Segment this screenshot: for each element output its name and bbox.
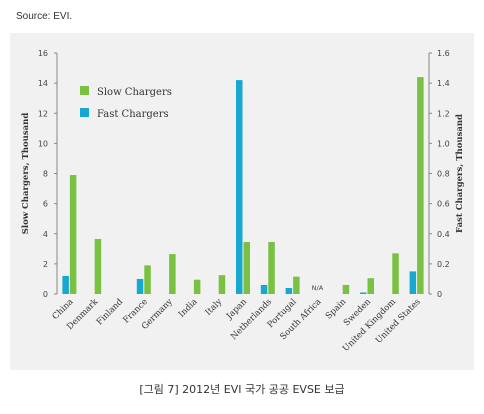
right-tick-label: 1.4 bbox=[437, 79, 450, 88]
right-tick-label: 0.8 bbox=[437, 170, 450, 179]
left-tick-label: 14 bbox=[38, 79, 48, 88]
fast-bar-china bbox=[62, 275, 69, 294]
slow-bar-italy bbox=[218, 275, 226, 294]
chart-panel: 0 2 4 6 8 10 12 14 16 0 0.2 0.4 0.6 0.8 1.0 1.2 1.4 1.6 Sl… bbox=[10, 33, 474, 370]
left-tick-label: 0 bbox=[43, 290, 48, 299]
right-tick-label: 1.0 bbox=[437, 139, 450, 148]
source-note: Source: EVI. bbox=[16, 11, 73, 22]
category-label: United States bbox=[374, 297, 423, 346]
right-axis-title: Fast Chargers, Thousand bbox=[455, 114, 465, 233]
category-label: Italy bbox=[204, 297, 225, 318]
fast-bar-france bbox=[136, 278, 144, 294]
left-tick-label: 12 bbox=[38, 109, 48, 118]
fast-bar-united-states bbox=[409, 271, 417, 294]
slow-bar-sweden bbox=[367, 278, 374, 294]
na-annotation: N/A bbox=[312, 284, 324, 292]
slow-bar-india bbox=[193, 279, 201, 294]
figure-caption: [그림 7] 2012년 EVI 국가 공공 EVSE 보급 bbox=[139, 383, 345, 396]
right-tick-label: 0 bbox=[437, 290, 442, 299]
category-label: India bbox=[177, 297, 200, 320]
right-tick-label: 1.2 bbox=[437, 109, 450, 118]
legend-swatch-fast bbox=[80, 108, 89, 117]
category-label: Finland bbox=[95, 297, 126, 328]
left-tick-label: 10 bbox=[38, 139, 48, 148]
right-tick-label: 0.4 bbox=[437, 230, 450, 239]
fast-bar-netherlands bbox=[260, 284, 268, 294]
left-tick-label: 16 bbox=[38, 49, 48, 58]
slow-bar-united-states bbox=[417, 77, 424, 294]
legend-label-slow: Slow Chargers bbox=[97, 87, 172, 98]
slow-bar-portugal bbox=[293, 276, 300, 294]
slow-bar-japan bbox=[243, 242, 250, 294]
slow-bar-china bbox=[69, 175, 77, 294]
fast-bar-sweden bbox=[360, 292, 367, 294]
chart: 0 2 4 6 8 10 12 14 16 0 0.2 0.4 0.6 0.8 1.0 1.2 1.4 1.6 Sl… bbox=[21, 49, 465, 354]
legend-label-fast: Fast Chargers bbox=[97, 109, 169, 120]
left-axis-title: Slow Chargers, Thousand bbox=[21, 113, 31, 235]
slow-bar-netherlands bbox=[268, 242, 275, 294]
left-tick-label: 6 bbox=[43, 200, 48, 209]
left-tick-label: 4 bbox=[43, 230, 48, 239]
slow-bar-germany bbox=[169, 254, 176, 294]
fast-bar-portugal bbox=[285, 287, 293, 294]
slow-bar-united-kingdom bbox=[392, 253, 399, 294]
right-tick-label: 0.2 bbox=[437, 260, 450, 269]
left-tick-label: 8 bbox=[43, 170, 48, 179]
right-tick-label: 0.6 bbox=[437, 200, 450, 209]
slow-bar-denmark bbox=[94, 239, 102, 294]
right-tick-label: 1.6 bbox=[437, 49, 450, 58]
slow-bar-france bbox=[144, 265, 151, 294]
fast-bar-japan bbox=[236, 80, 243, 294]
slow-bar-spain bbox=[342, 284, 350, 294]
legend-swatch-slow bbox=[80, 86, 89, 95]
left-tick-label: 2 bbox=[43, 260, 48, 269]
